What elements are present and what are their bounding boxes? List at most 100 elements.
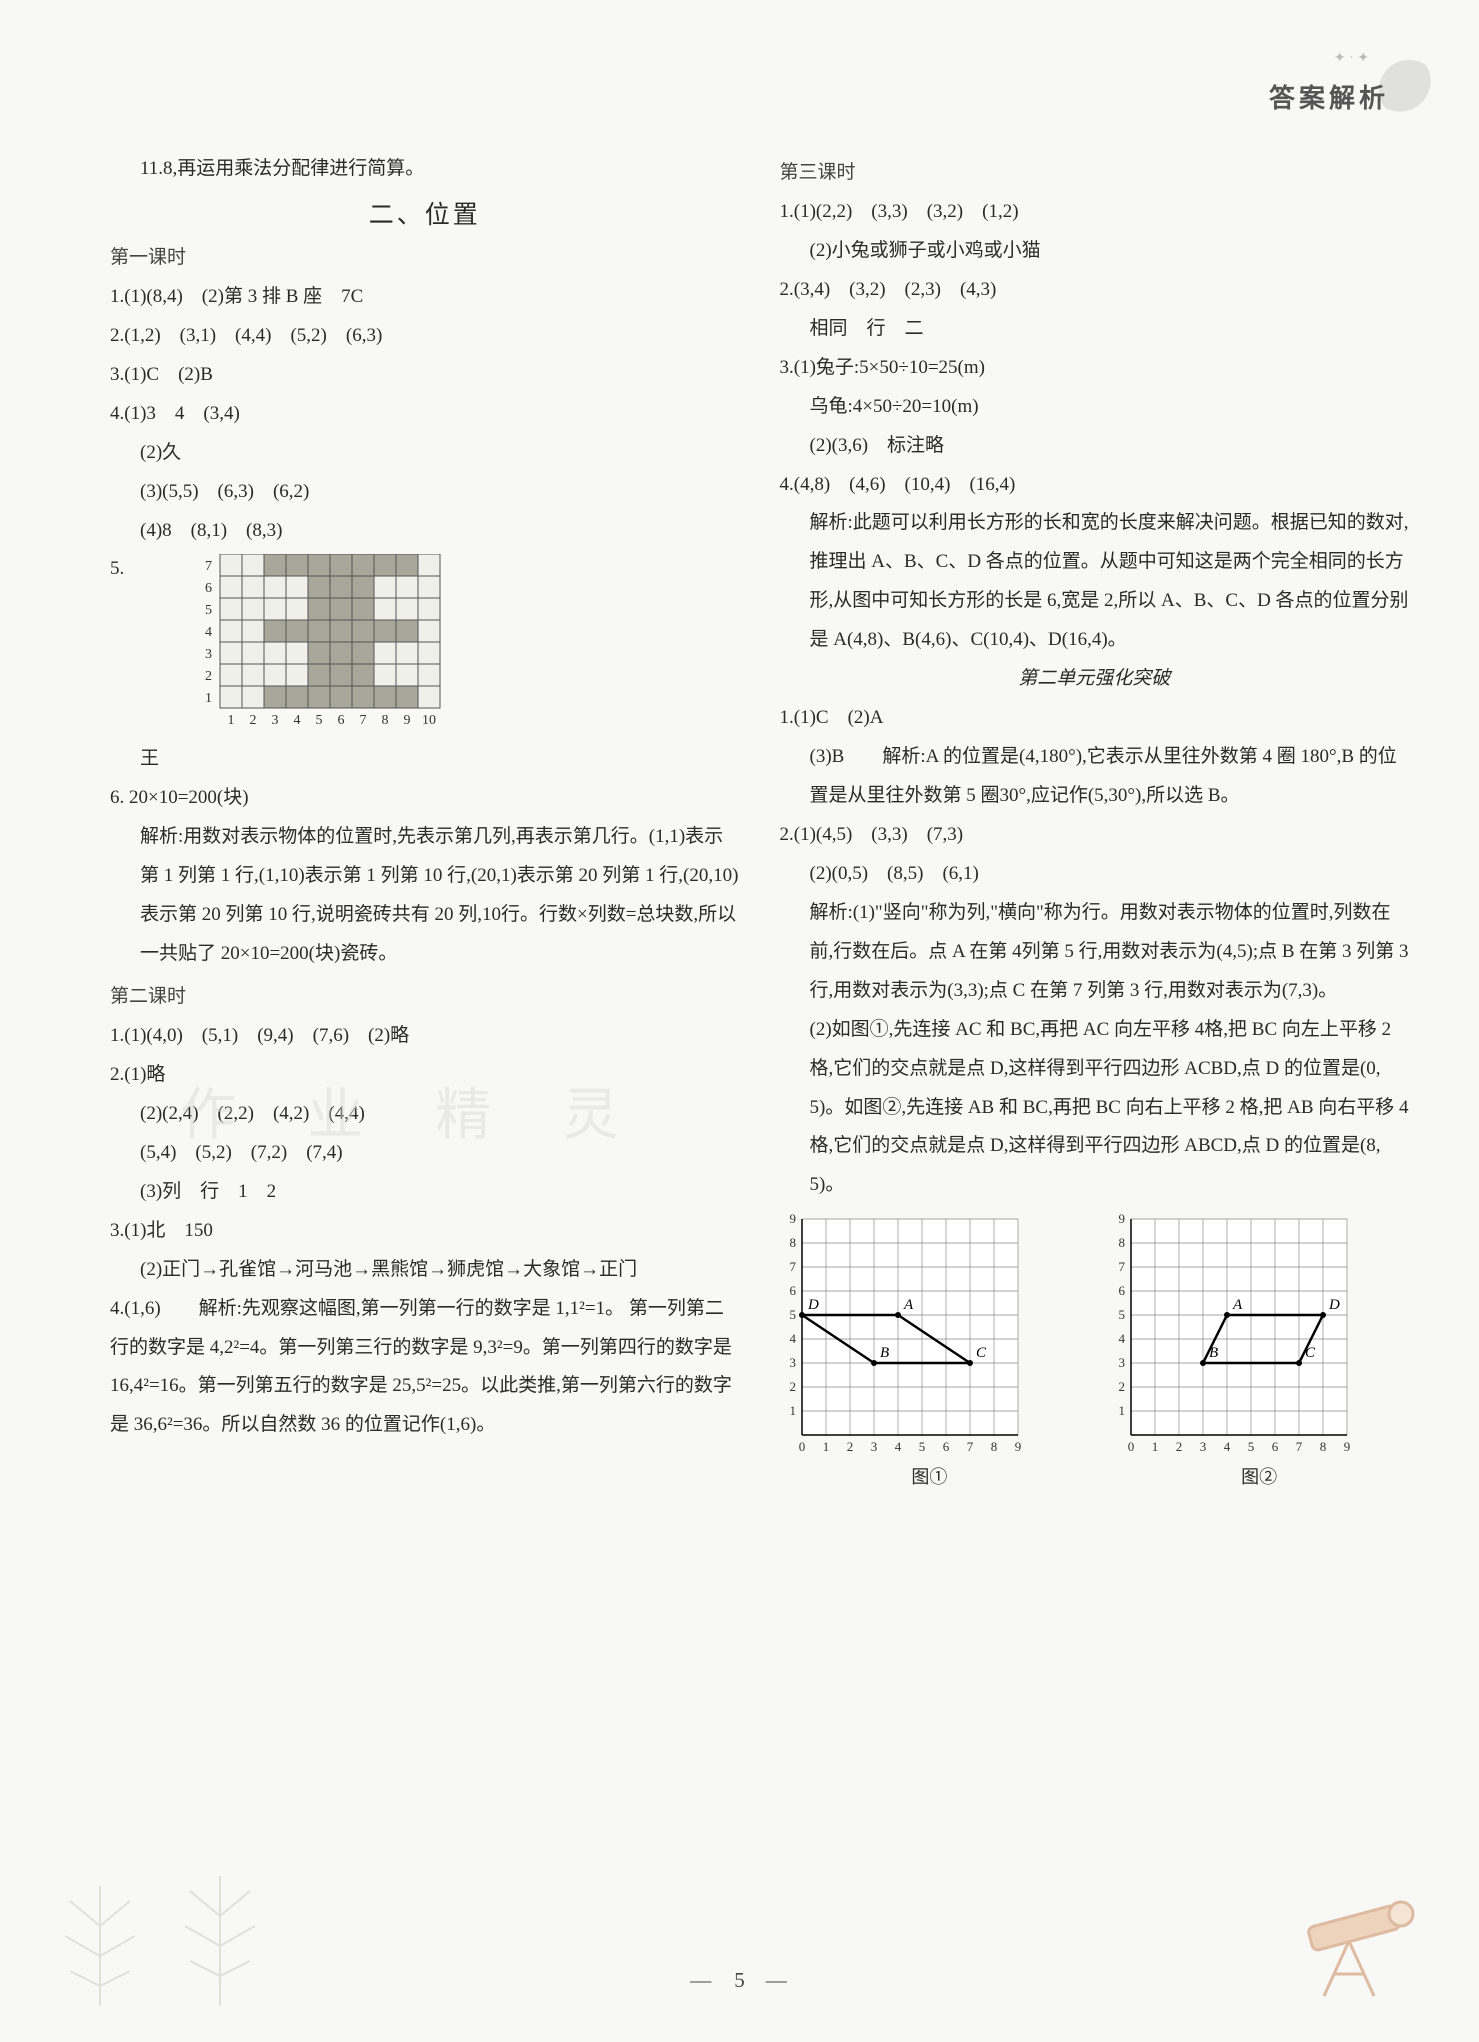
svg-text:4: 4 <box>294 713 301 728</box>
svg-text:5: 5 <box>1119 1307 1126 1322</box>
svg-text:9: 9 <box>789 1213 796 1226</box>
svg-text:4: 4 <box>1119 1331 1126 1346</box>
page-header: 答案解析 <box>1269 78 1389 115</box>
lesson3-title: 第三课时 <box>780 154 1410 193</box>
svg-text:6: 6 <box>338 713 345 728</box>
svg-text:4: 4 <box>789 1331 796 1346</box>
svg-text:3: 3 <box>1119 1355 1126 1370</box>
svg-text:A: A <box>1232 1297 1243 1313</box>
svg-text:B: B <box>1209 1345 1218 1361</box>
svg-text:3: 3 <box>789 1355 796 1370</box>
svg-text:4: 4 <box>205 625 212 640</box>
l2-q4: 4.(1,6) 解析:先观察这幅图,第一列第一行的数字是 1,1²=1。 第一列… <box>110 1290 740 1446</box>
l3-q1-1: 1.(1)(2,2) (3,3) (3,2) (1,2) <box>780 193 1410 232</box>
l3-q2-1: 2.(3,4) (3,2) (2,3) (4,3) <box>780 271 1410 310</box>
svg-text:2: 2 <box>205 669 212 684</box>
svg-text:1: 1 <box>789 1403 796 1418</box>
svg-text:6: 6 <box>205 581 212 596</box>
svg-text:7: 7 <box>360 713 367 728</box>
l1-q4-4: (4)8 (8,1) (8,3) <box>110 512 740 551</box>
svg-text:8: 8 <box>382 713 389 728</box>
svg-text:2: 2 <box>789 1379 796 1394</box>
l2-q2-3: (5,4) (5,2) (7,2) (7,4) <box>110 1134 740 1173</box>
svg-text:9: 9 <box>1119 1213 1126 1226</box>
svg-text:2: 2 <box>1119 1379 1126 1394</box>
svg-text:8: 8 <box>990 1439 997 1454</box>
svg-text:3: 3 <box>205 647 212 662</box>
svg-text:7: 7 <box>1296 1439 1303 1454</box>
chart1: DABC0123456789123456789 <box>780 1213 1080 1461</box>
svg-text:2: 2 <box>1176 1439 1183 1454</box>
svg-text:2: 2 <box>846 1439 853 1454</box>
l1-q2: 2.(1,2) (3,1) (4,4) (5,2) (6,3) <box>110 317 740 356</box>
lesson1-title: 第一课时 <box>110 239 740 278</box>
chart-row: DABC0123456789123456789 图① ABCD012345678… <box>780 1213 1410 1489</box>
svg-text:5: 5 <box>205 603 212 618</box>
svg-text:9: 9 <box>1344 1439 1351 1454</box>
svg-text:C: C <box>1305 1345 1316 1361</box>
l3-q3-1: 3.(1)兔子:5×50÷10=25(m) <box>780 349 1410 388</box>
svg-text:2: 2 <box>250 713 257 728</box>
l3-q3-3: (2)(3,6) 标注略 <box>780 427 1410 466</box>
l3-q3-2: 乌龟:4×50÷20=10(m) <box>780 388 1410 427</box>
svg-text:4: 4 <box>894 1439 901 1454</box>
svg-text:5: 5 <box>789 1307 796 1322</box>
bt-q2-1: 2.(1)(4,5) (3,3) (7,3) <box>780 816 1410 855</box>
svg-text:B: B <box>880 1345 889 1361</box>
chart1-caption: 图① <box>780 1463 1080 1489</box>
l1-q5-result: 王 <box>110 740 740 779</box>
l1-q4-3: (3)(5,5) (6,3) (6,2) <box>110 473 740 512</box>
chart2-caption: 图② <box>1109 1463 1409 1489</box>
l1-q4-2: (2)久 <box>110 434 740 473</box>
bt-q1-1: 1.(1)C (2)A <box>780 699 1410 738</box>
l3-q4-1: 4.(4,8) (4,6) (10,4) (16,4) <box>780 466 1410 505</box>
svg-text:0: 0 <box>798 1439 805 1454</box>
svg-text:3: 3 <box>1200 1439 1207 1454</box>
svg-text:3: 3 <box>272 713 279 728</box>
l2-q2-4: (3)列 行 1 2 <box>110 1173 740 1212</box>
l3-q1-2: (2)小兔或狮子或小鸡或小猫 <box>780 232 1410 271</box>
svg-text:6: 6 <box>1119 1283 1126 1298</box>
svg-text:5: 5 <box>316 713 323 728</box>
l1-q1: 1.(1)(8,4) (2)第 3 排 B 座 7C <box>110 278 740 317</box>
l1-q6-exp: 解析:用数对表示物体的位置时,先表示第几列,再表示第几行。(1,1)表示第 1 … <box>110 818 740 974</box>
bt-q2-2: (2)(0,5) (8,5) (6,1) <box>780 855 1410 894</box>
svg-text:1: 1 <box>228 713 235 728</box>
stars-decor: ✦ · ✦ <box>1334 50 1369 67</box>
unit-title: 二、位置 <box>110 195 740 231</box>
left-column: 11.8,再运用乘法分配律进行简算。 二、位置 第一课时 1.(1)(8,4) … <box>110 150 740 1489</box>
svg-text:D: D <box>1328 1297 1340 1313</box>
bt-q2-exp1: 解析:(1)"竖向"称为列,"横向"称为行。用数对表示物体的位置时,列数在前,行… <box>780 894 1410 1011</box>
svg-text:6: 6 <box>789 1283 796 1298</box>
svg-text:0: 0 <box>1128 1439 1135 1454</box>
svg-text:A: A <box>903 1297 914 1313</box>
svg-text:5: 5 <box>918 1439 925 1454</box>
svg-text:8: 8 <box>789 1235 796 1250</box>
l2-q2-2: (2)(2,4) (2,2) (4,2) (4,4) <box>110 1095 740 1134</box>
l2-q3-2: (2)正门→孔雀馆→河马池→黑熊馆→狮虎馆→大象馆→正门 <box>110 1251 740 1290</box>
pre-line: 11.8,再运用乘法分配律进行简算。 <box>110 150 740 189</box>
svg-text:D: D <box>807 1297 819 1313</box>
svg-text:9: 9 <box>1014 1439 1021 1454</box>
page-number-value: 5 <box>734 1968 745 1992</box>
svg-text:4: 4 <box>1224 1439 1231 1454</box>
svg-text:6: 6 <box>1272 1439 1279 1454</box>
l1-q4-1: 4.(1)3 4 (3,4) <box>110 395 740 434</box>
right-column: 第三课时 1.(1)(2,2) (3,3) (3,2) (1,2) (2)小兔或… <box>780 150 1410 1489</box>
bt-q2-exp2: (2)如图①,先连接 AC 和 BC,再把 AC 向左平移 4格,把 BC 向左… <box>780 1011 1410 1206</box>
l2-q2-1: 2.(1)略 <box>110 1056 740 1095</box>
svg-text:10: 10 <box>422 713 436 728</box>
svg-text:C: C <box>976 1345 987 1361</box>
svg-text:1: 1 <box>1119 1403 1126 1418</box>
l1-q6: 6. 20×10=200(块) <box>110 779 740 818</box>
svg-text:7: 7 <box>1119 1259 1126 1274</box>
page: ✦ · ✦ 答案解析 作 业 精 灵 11.8,再运用乘法分配律进行简算。 二、… <box>0 0 1479 2042</box>
chart1-container: DABC0123456789123456789 图① <box>780 1213 1080 1489</box>
chart2: ABCD0123456789123456789 <box>1109 1213 1409 1461</box>
svg-text:5: 5 <box>1248 1439 1255 1454</box>
telescope-icon <box>1289 1896 1439 2012</box>
svg-text:1: 1 <box>205 691 212 706</box>
svg-text:1: 1 <box>1152 1439 1159 1454</box>
lesson2-title: 第二课时 <box>110 978 740 1017</box>
svg-text:6: 6 <box>942 1439 949 1454</box>
